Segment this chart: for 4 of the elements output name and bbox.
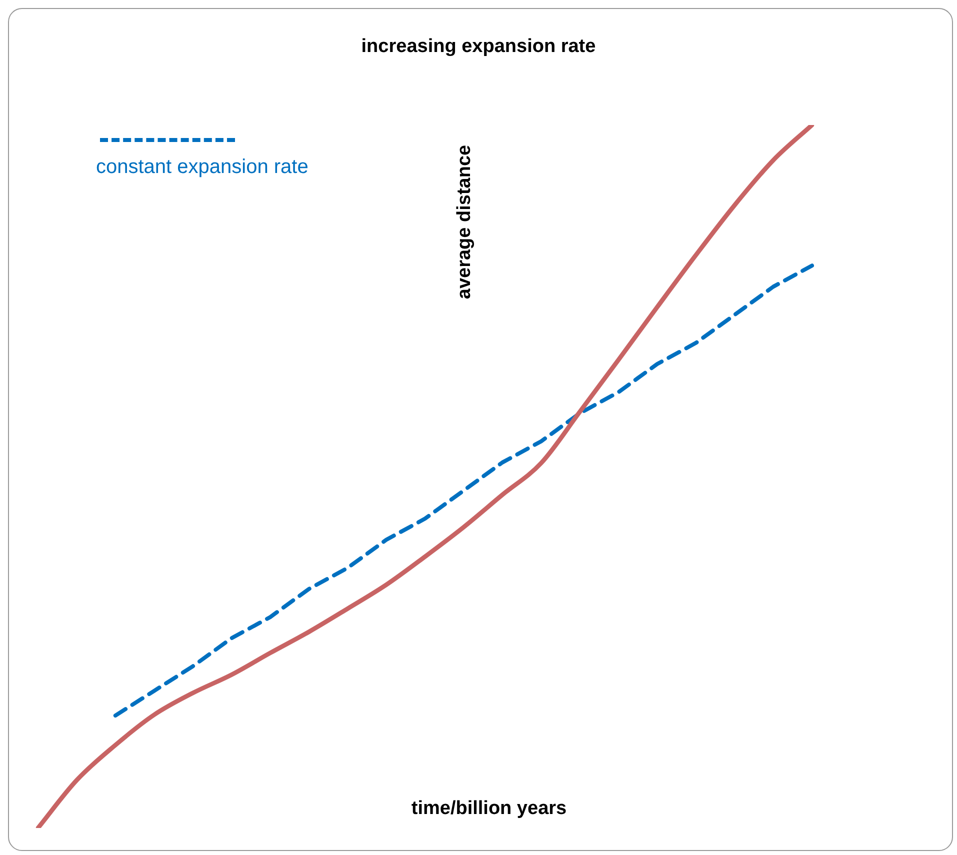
text: constant expansion rate [96,156,308,179]
x-axis-title: time/billion years [410,798,568,820]
y-axis-title: average distance [454,144,476,300]
chart-title: increasing expansion rate [360,36,597,58]
